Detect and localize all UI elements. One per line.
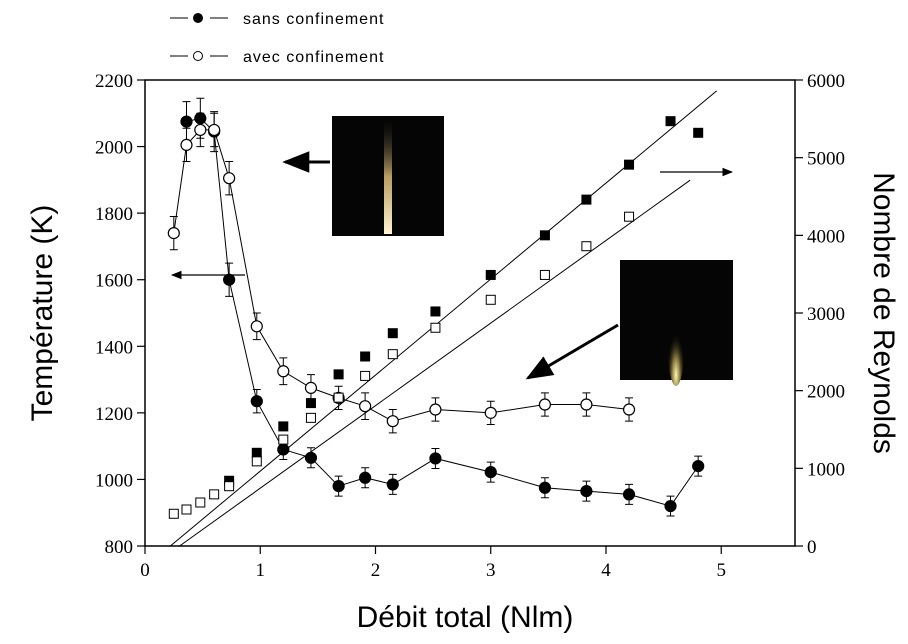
point — [223, 273, 236, 286]
y-tick-label: 1600 — [95, 271, 133, 292]
x-tick-label: 0 — [140, 560, 150, 581]
point — [251, 447, 262, 458]
y-tick-label: 2000 — [95, 138, 133, 159]
point — [305, 412, 316, 423]
x-tick-label: 5 — [716, 560, 726, 581]
point — [333, 392, 344, 403]
flame-image-2 — [620, 260, 733, 386]
point — [195, 497, 206, 508]
point — [624, 159, 635, 170]
y-tick-label: 1000 — [95, 470, 133, 491]
y-tick-label: 800 — [105, 537, 134, 558]
point — [429, 452, 442, 465]
point — [251, 456, 262, 467]
point — [665, 116, 676, 127]
point — [581, 194, 592, 205]
point — [538, 398, 552, 411]
point — [167, 227, 180, 240]
point — [430, 322, 441, 333]
y-tick-label: 1200 — [95, 404, 133, 425]
y2-tick-label: 0 — [807, 537, 817, 558]
point — [333, 369, 344, 380]
point — [387, 328, 398, 339]
series-line — [173, 129, 630, 422]
point — [181, 504, 192, 515]
point — [484, 466, 497, 479]
x-axis-label: Débit total (Nlm) — [357, 601, 574, 634]
y2-tick-label: 6000 — [807, 71, 845, 92]
point — [484, 406, 497, 419]
point — [250, 320, 263, 333]
point — [250, 395, 263, 408]
point — [539, 230, 550, 241]
point — [359, 400, 372, 413]
y-tick-label: 1800 — [95, 204, 133, 225]
point — [208, 123, 221, 137]
point — [278, 434, 289, 445]
point — [194, 123, 207, 137]
point — [223, 172, 236, 185]
y2-tick-label: 4000 — [807, 226, 845, 247]
point — [359, 471, 372, 484]
point — [664, 499, 677, 513]
point — [168, 508, 179, 519]
point — [693, 127, 704, 138]
point — [386, 415, 399, 428]
y-tick-label: 2200 — [95, 71, 133, 92]
flame-image-1 — [332, 116, 444, 236]
y2-tick-label: 2000 — [807, 382, 845, 403]
point — [305, 398, 316, 409]
point — [277, 365, 290, 378]
legend-marker — [193, 13, 203, 23]
point — [429, 403, 442, 416]
point — [277, 443, 290, 456]
point — [485, 294, 496, 305]
y2-tick-label: 3000 — [807, 304, 845, 325]
point — [360, 351, 371, 362]
point — [622, 488, 636, 501]
x-tick-label: 1 — [255, 560, 265, 581]
y2-tick-label: 1000 — [807, 459, 845, 480]
point — [224, 481, 235, 492]
point — [430, 306, 441, 317]
point — [278, 421, 289, 432]
point — [692, 460, 705, 473]
y2-axis-label: Nombre de Reynolds — [867, 172, 900, 454]
arrow — [525, 323, 619, 380]
y-tick-label: 1400 — [95, 337, 133, 358]
point — [209, 489, 220, 500]
point — [580, 398, 593, 411]
legend-label: avec confinement — [243, 49, 384, 66]
point — [180, 115, 193, 128]
point — [304, 381, 318, 394]
point — [624, 211, 635, 222]
x-tick-label: 3 — [486, 560, 496, 581]
point — [539, 269, 550, 280]
y-axis-label: Température (K) — [26, 205, 59, 422]
point — [180, 138, 193, 152]
point — [386, 478, 399, 491]
point — [332, 479, 345, 493]
point — [485, 269, 496, 280]
point — [304, 451, 318, 464]
point — [581, 241, 592, 252]
x-tick-label: 2 — [371, 560, 381, 581]
point — [360, 370, 371, 381]
legend-marker — [193, 51, 203, 61]
point — [538, 481, 552, 494]
point — [387, 349, 398, 360]
point — [622, 403, 636, 416]
x-tick-label: 4 — [601, 560, 611, 581]
legend-label: sans confinement — [243, 11, 384, 28]
fit-line — [179, 179, 691, 547]
y2-tick-label: 5000 — [807, 149, 845, 170]
point — [580, 484, 593, 498]
